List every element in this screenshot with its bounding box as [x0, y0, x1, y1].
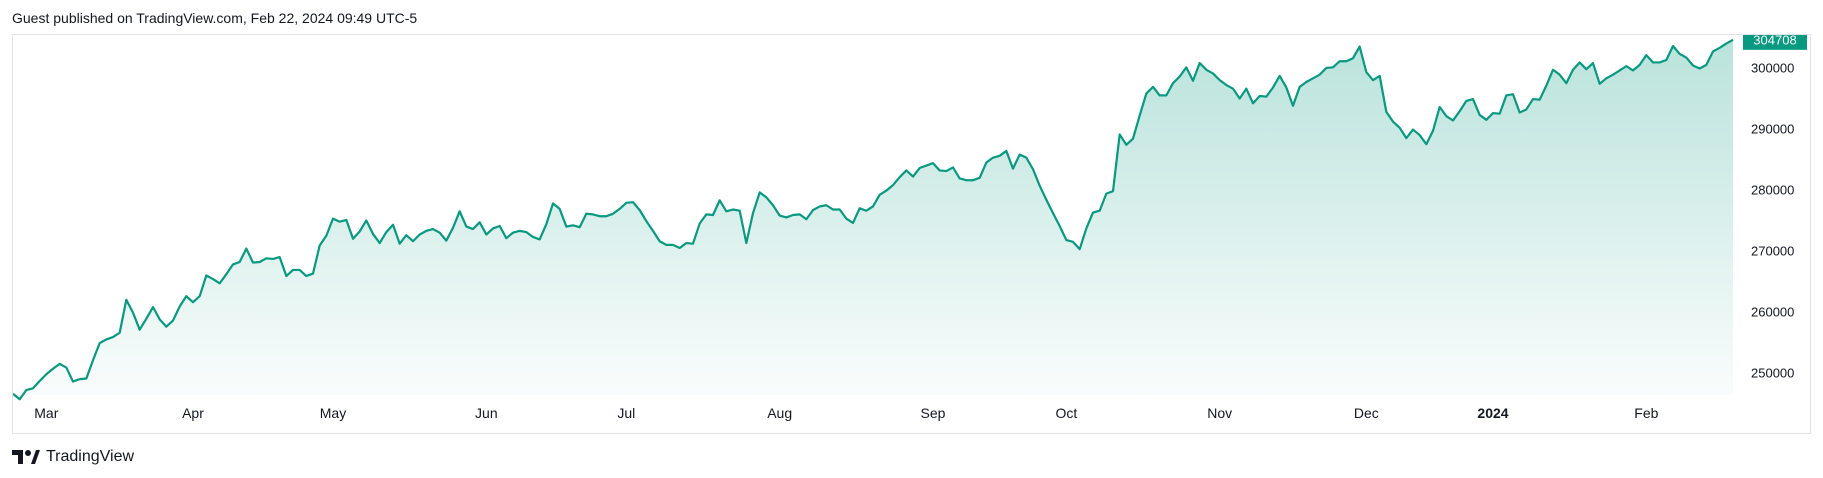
x-axis: Mar Apr May Jun Jul Aug Sep Oct Nov Dec 2024 Feb: [34, 405, 1658, 421]
x-tick-label: 2024: [1477, 405, 1508, 421]
price-chart[interactable]: 250000 260000 270000 280000 290000 300000 Mar…: [13, 35, 1810, 433]
y-tick-label: 260000: [1751, 305, 1794, 320]
y-axis: 250000 260000 270000 280000 290000 300000: [1751, 61, 1794, 381]
x-tick-label: Jul: [617, 405, 635, 421]
x-tick-label: May: [320, 405, 346, 421]
x-tick-label: Feb: [1634, 405, 1658, 421]
last-price-label: 304708: [1743, 35, 1807, 50]
chart-frame[interactable]: 250000 260000 270000 280000 290000 300000 Mar…: [12, 34, 1811, 434]
last-price-value: 304708: [1753, 35, 1796, 47]
x-tick-label: Dec: [1354, 405, 1379, 421]
x-tick-label: Sep: [921, 405, 946, 421]
x-tick-label: Oct: [1055, 405, 1077, 421]
x-tick-label: Apr: [182, 405, 204, 421]
y-tick-label: 300000: [1751, 61, 1794, 76]
tradingview-logo-icon: [12, 450, 40, 464]
y-tick-label: 250000: [1751, 366, 1794, 381]
price-line: [13, 38, 1734, 401]
x-tick-label: Jun: [475, 405, 498, 421]
publish-info: Guest published on TradingView.com, Feb …: [12, 10, 418, 26]
x-tick-label: Mar: [34, 405, 58, 421]
footer[interactable]: TradingView: [12, 448, 134, 466]
plot-area: [13, 38, 1734, 401]
y-tick-label: 270000: [1751, 244, 1794, 259]
x-tick-label: Nov: [1207, 405, 1232, 421]
x-tick-label: Aug: [767, 405, 792, 421]
brand-name: TradingView: [46, 448, 135, 465]
last-price-badge: [1743, 35, 1807, 50]
y-tick-label: 280000: [1751, 183, 1794, 198]
y-tick-label: 290000: [1751, 122, 1794, 137]
area-fill: [13, 39, 1733, 400]
